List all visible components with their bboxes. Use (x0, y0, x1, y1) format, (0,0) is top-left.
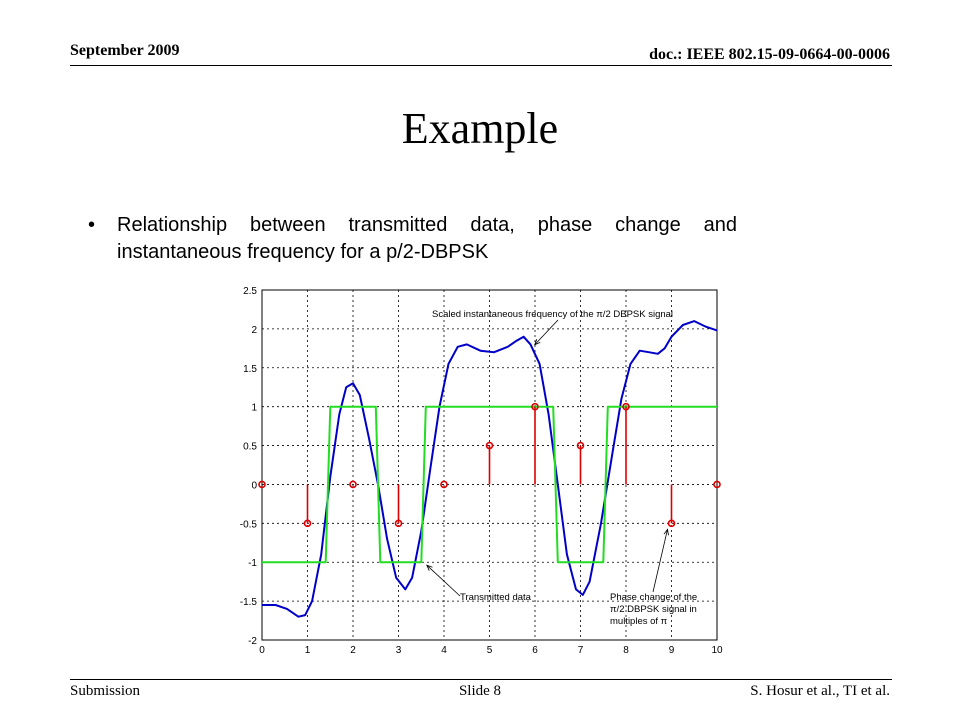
footer-rule (70, 679, 892, 680)
x-tick-label: 9 (669, 645, 675, 656)
y-tick-label: 0.5 (243, 442, 257, 453)
slide-title: Example (401, 104, 559, 153)
bullet-text: Relationship between transmitted data, p… (117, 214, 737, 263)
annotation-phase-arrow (652, 529, 668, 593)
header-rule (70, 65, 892, 66)
header-date: September 2009 (70, 42, 180, 59)
annotation-phase-line3: multiples of π (610, 616, 668, 627)
annotation-transmitted-arrow (426, 564, 461, 597)
phase-stem-marker (349, 480, 357, 489)
x-tick-label: 4 (441, 645, 447, 656)
bullet-icon: • (88, 214, 96, 236)
annotation-frequency-arrow (534, 319, 559, 346)
phase-stem-marker (394, 519, 403, 528)
y-tick-label: -2 (248, 636, 257, 647)
x-tick-label: 3 (396, 645, 402, 656)
transmitted-data-line (262, 405, 717, 564)
phase-stem-marker (576, 441, 585, 450)
footer-authors: S. Hosur et al., TI et al. (750, 683, 890, 699)
y-tick-label: 0 (251, 480, 257, 491)
phase-stem-marker (622, 402, 630, 411)
y-tick-label: -1 (248, 558, 257, 569)
annotation-phase-line2: π/2 DBPSK signal in (610, 604, 697, 615)
footer-slide-number: Slide 8 (458, 683, 502, 699)
frequency-chart: 0 1 2 3 4 5 6 7 8 9 10 -2 -1.5 -1 -0.5 0 0.5 1 1.5 2 2.5 Sca… (240, 286, 723, 656)
annotation-transmitted-arrow-head (426, 564, 433, 571)
y-tick-label: -0.5 (240, 519, 258, 530)
header-doc-id: doc.: IEEE 802.15-09-0664-00-0006 (649, 46, 890, 63)
phase-stem-marker (440, 480, 448, 489)
x-tick-label: 2 (350, 645, 356, 656)
annotation-frequency: Scaled instantaneous frequency of the π/… (432, 309, 673, 320)
phase-stem-marker (258, 480, 266, 489)
y-tick-label: 1.5 (243, 364, 257, 375)
x-tick-label: 8 (623, 645, 629, 656)
annotation-phase-arrow-head (663, 528, 669, 536)
y-tick-label: -1.5 (240, 597, 258, 608)
phase-stem-marker (713, 480, 721, 489)
y-tick-label: 2 (251, 325, 257, 336)
phase-stem-marker (303, 519, 312, 528)
phase-stem-marker (531, 402, 539, 411)
x-tick-label: 1 (305, 645, 311, 656)
annotation-frequency-arrow-head (534, 339, 541, 346)
phase-stem-marker (485, 441, 494, 450)
x-tick-label: 10 (711, 645, 723, 656)
phase-stem-marker (667, 519, 676, 528)
frequency-line (262, 320, 718, 618)
annotation-transmitted: Transmitted data (460, 592, 532, 603)
x-tick-label: 7 (578, 645, 584, 656)
x-tick-label: 5 (487, 645, 493, 656)
annotation-phase-line1: Phase change of the (610, 592, 697, 603)
footer-submission: Submission (70, 683, 141, 699)
y-tick-label: 1 (251, 403, 257, 414)
x-tick-label: 0 (259, 645, 265, 656)
x-tick-label: 6 (532, 645, 538, 656)
y-tick-label: 2.5 (243, 286, 257, 297)
